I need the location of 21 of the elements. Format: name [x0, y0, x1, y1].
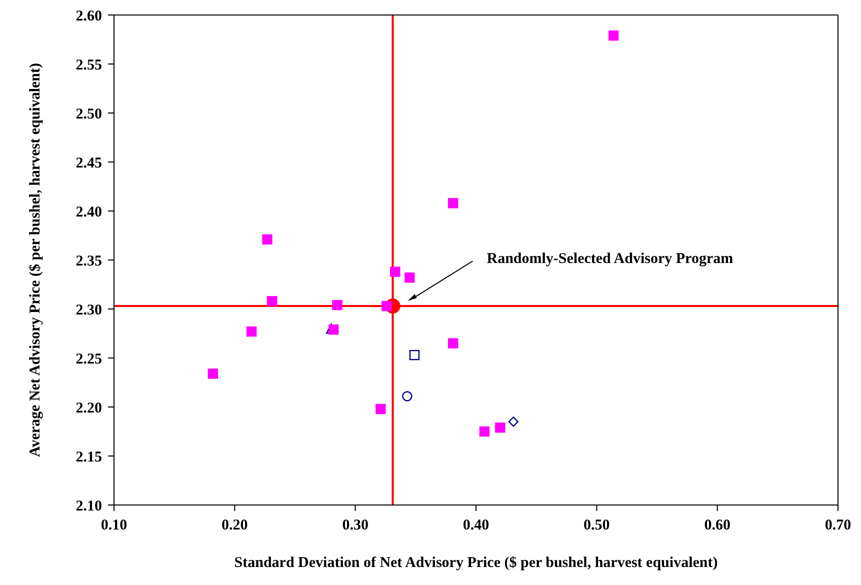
y-tick-label: 2.60 [76, 8, 102, 24]
y-axis-title: Average Net Advisory Price ($ per bushel, harvest equivalent) [27, 63, 44, 457]
x-tick-label: 0.10 [100, 518, 128, 534]
y-tick-label: 2.30 [76, 302, 102, 318]
y-tick-label: 2.10 [76, 498, 102, 514]
y-tick-label: 2.15 [76, 449, 102, 466]
x-tick-label: 0.20 [222, 518, 248, 534]
y-tick-label: 2.25 [76, 351, 102, 368]
y-tick-label: 2.45 [76, 155, 102, 172]
x-tick-label: 0.70 [824, 518, 852, 534]
x-tick-label: 0.40 [462, 518, 490, 534]
y-tick-label: 2.20 [76, 400, 102, 416]
y-tick-label: 2.40 [76, 204, 102, 220]
annotation: Randomly-Selected Advisory Program [486, 251, 734, 268]
y-tick-label: 2.35 [76, 253, 102, 270]
x-tick-label: 0.30 [342, 518, 368, 534]
x-tick-label: 0.60 [704, 518, 730, 534]
y-tick-label: 2.55 [76, 57, 102, 74]
x-axis-title: Standard Deviation of Net Advisory Price ($ per bushel, harvest equivalent) [234, 555, 718, 571]
x-tick-label: 0.50 [584, 518, 610, 534]
y-tick-label: 2.50 [76, 106, 102, 122]
